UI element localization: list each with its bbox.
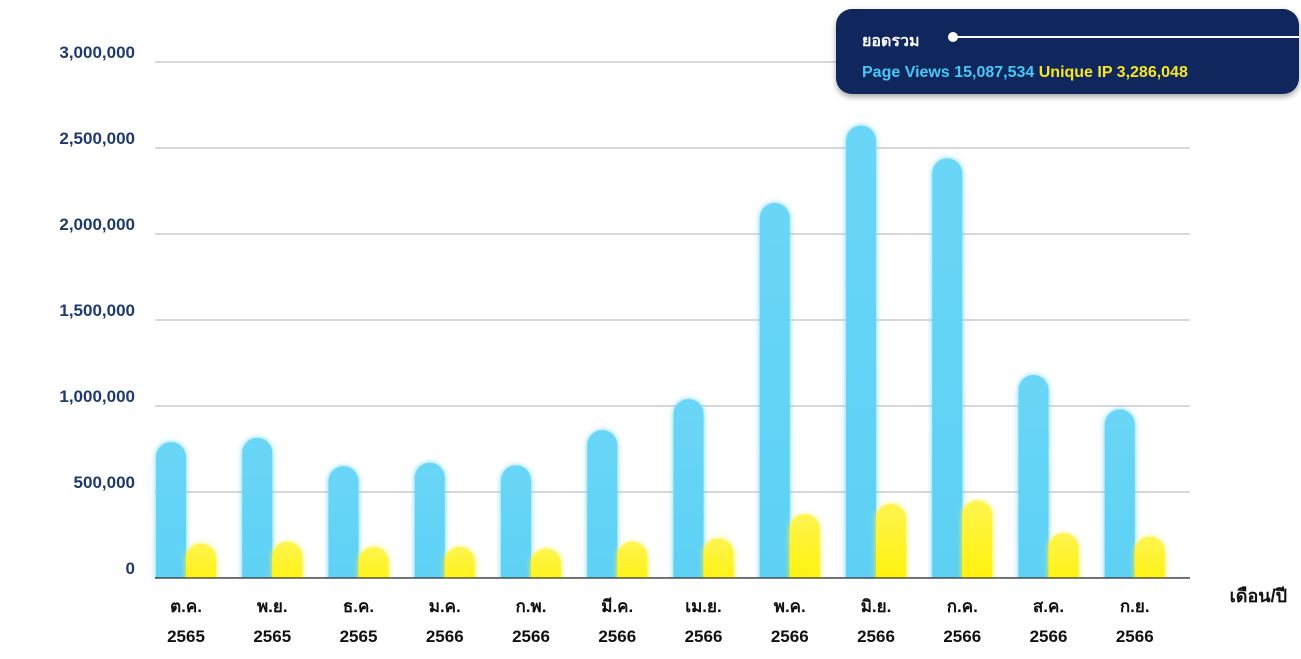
x-tick-year: 2566: [943, 627, 981, 646]
unique-ip-bar: [962, 500, 993, 593]
x-tick-month: ก.ย.: [1120, 597, 1150, 616]
y-axis-ticks: 0 500,000 1,000,000 1,500,000 2,000,000 2,500…: [59, 43, 135, 578]
y-tick-label: 1,000,000: [59, 387, 135, 406]
x-tick-year: 2565: [167, 627, 205, 646]
x-tick-month: เม.ย.: [685, 597, 721, 616]
axis-mask: [150, 578, 1195, 599]
unique-ip-bar: [789, 514, 820, 593]
summary-title: ยอดรวม: [862, 33, 920, 50]
x-axis-ticks: ต.ค. 2565 พ.ย. 2565 ธ.ค. 2565 ม.ค. 2566 ก.พ. 2566…: [167, 596, 1154, 646]
x-tick-year: 2566: [1030, 627, 1068, 646]
x-tick-month: ส.ค.: [1033, 597, 1064, 616]
x-tick-month: ธ.ค.: [343, 597, 374, 616]
x-tick-month: ม.ค.: [429, 597, 461, 616]
x-tick-month: ก.พ.: [516, 597, 547, 616]
summary-dot: [948, 32, 958, 42]
page-views-bar: [1018, 375, 1049, 593]
x-tick-year: 2566: [857, 627, 895, 646]
summary-line: [956, 36, 1299, 38]
x-tick-month: ก.ค.: [947, 597, 978, 616]
x-tick-year: 2566: [512, 627, 550, 646]
x-tick-year: 2565: [253, 627, 291, 646]
summary-box: ยอดรวม Page Views 15,087,534 Unique IP 3…: [836, 9, 1299, 94]
x-tick-year: 2566: [426, 627, 464, 646]
page-views-bar: [328, 466, 359, 593]
x-tick-month: มี.ค.: [601, 596, 633, 616]
x-tick-month: มิ.ย.: [861, 597, 892, 616]
page-views-bar: [242, 437, 273, 593]
page-views-bar: [587, 430, 618, 593]
page-views-bar: [932, 158, 963, 593]
page-views-bar: [846, 125, 876, 593]
y-tick-label: 3,000,000: [59, 43, 135, 62]
x-tick-year: 2566: [1116, 627, 1154, 646]
unique-ip-total: Unique IP 3,286,048: [1038, 64, 1188, 81]
x-tick-month: พ.ย.: [257, 597, 288, 616]
summary-values: Page Views 15,087,534 Unique IP 3,286,04…: [862, 64, 1188, 82]
bars: [150, 125, 1195, 599]
y-tick-label: 2,000,000: [59, 215, 135, 234]
x-tick-year: 2566: [771, 627, 809, 646]
page-views-bar: [414, 462, 445, 593]
y-tick-label: 500,000: [74, 473, 135, 492]
page-views-bar: [673, 399, 704, 593]
page-views-bar: [156, 442, 186, 593]
x-tick-year: 2566: [598, 627, 636, 646]
unique-ip-bar: [876, 504, 906, 593]
page-views-total: Page Views 15,087,534: [862, 64, 1035, 81]
page-views-bar: [1104, 409, 1135, 593]
page-views-bar: [759, 203, 790, 594]
x-axis-label: เดือน/ปี: [1230, 586, 1287, 606]
y-tick-label: 2,500,000: [59, 129, 135, 148]
x-tick-year: 2566: [685, 627, 723, 646]
y-tick-label: 0: [126, 559, 135, 578]
y-tick-label: 1,500,000: [59, 301, 135, 320]
x-tick-month: ต.ค.: [170, 597, 202, 616]
page-views-bar: [501, 465, 531, 593]
x-tick-year: 2565: [340, 627, 378, 646]
x-tick-month: พ.ค.: [774, 597, 806, 616]
